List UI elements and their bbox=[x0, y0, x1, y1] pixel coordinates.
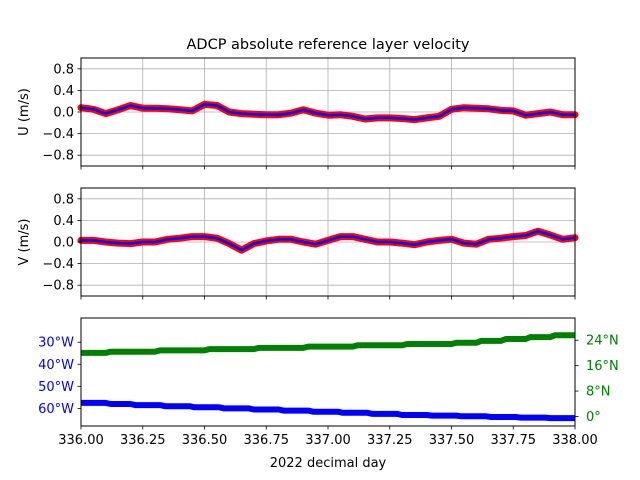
v-y-ticks: −0.8 −0.4 0.0 0.4 0.8 bbox=[42, 192, 81, 294]
v-ytick-label: 0.8 bbox=[53, 192, 74, 207]
position-panel: 336.00 336.25 336.50 336.75 337.00 337.25 337.… bbox=[38, 317, 619, 448]
u-ytick-label: −0.8 bbox=[42, 149, 74, 164]
position-x-ticks: 336.00 336.25 336.50 336.75 337.00 337.25 337.… bbox=[58, 426, 598, 448]
position-xtick-label: 337.50 bbox=[429, 433, 475, 448]
latitude-y-ticks: 0° 8°N 16°N 24°N bbox=[575, 334, 619, 425]
position-xtick-label: 338.00 bbox=[552, 433, 598, 448]
latitude-ytick-label: 8°N bbox=[586, 385, 611, 400]
v-ytick-label: −0.8 bbox=[42, 279, 74, 294]
position-xtick-label: 337.00 bbox=[305, 433, 351, 448]
longitude-ytick-label: 40°W bbox=[38, 358, 74, 373]
latitude-ytick-label: 16°N bbox=[586, 359, 619, 374]
v-x-ticks bbox=[80, 296, 576, 300]
position-xtick-label: 336.50 bbox=[182, 433, 228, 448]
latitude-ytick-label: 24°N bbox=[586, 334, 619, 349]
longitude-series-line bbox=[81, 399, 575, 422]
figure-title: ADCP absolute reference layer velocity bbox=[186, 37, 469, 53]
v-velocity-panel: −0.8 −0.4 0.0 0.4 0.8 V (m/s) bbox=[17, 187, 579, 300]
longitude-ytick-label: 30°W bbox=[38, 336, 74, 351]
u-ytick-label: 0.8 bbox=[53, 62, 74, 77]
longitude-ytick-label: 60°W bbox=[38, 402, 74, 417]
u-x-ticks bbox=[80, 166, 576, 170]
latitude-series-line bbox=[81, 332, 575, 356]
position-xtick-label: 336.25 bbox=[120, 433, 166, 448]
u-series-inner-line bbox=[79, 103, 577, 121]
x-axis-label: 2022 decimal day bbox=[270, 456, 387, 471]
u-ytick-label: −0.4 bbox=[42, 127, 74, 142]
position-xtick-label: 337.75 bbox=[491, 433, 537, 448]
v-ylabel: V (m/s) bbox=[17, 219, 32, 266]
v-ytick-label: −0.4 bbox=[42, 257, 74, 272]
latitude-ytick-label: 0° bbox=[586, 410, 601, 425]
position-series bbox=[81, 332, 575, 422]
v-series-inner-line bbox=[79, 229, 577, 252]
u-velocity-panel: −0.8 −0.4 0.0 0.4 0.8 U (m/s) bbox=[17, 57, 579, 170]
u-ytick-label: 0.0 bbox=[53, 106, 74, 121]
u-ylabel: U (m/s) bbox=[17, 88, 32, 136]
v-ytick-label: 0.4 bbox=[53, 214, 74, 229]
position-xtick-label: 337.25 bbox=[367, 433, 413, 448]
longitude-y-ticks: 60°W 50°W 40°W 30°W bbox=[38, 336, 81, 417]
position-xtick-label: 336.75 bbox=[244, 433, 290, 448]
v-series bbox=[77, 227, 579, 254]
position-xtick-label: 336.00 bbox=[58, 433, 104, 448]
v-ytick-label: 0.0 bbox=[53, 236, 74, 251]
u-ytick-label: 0.4 bbox=[53, 84, 74, 99]
u-series bbox=[77, 100, 579, 124]
longitude-ytick-label: 50°W bbox=[38, 380, 74, 395]
u-y-ticks: −0.8 −0.4 0.0 0.4 0.8 bbox=[42, 62, 81, 164]
